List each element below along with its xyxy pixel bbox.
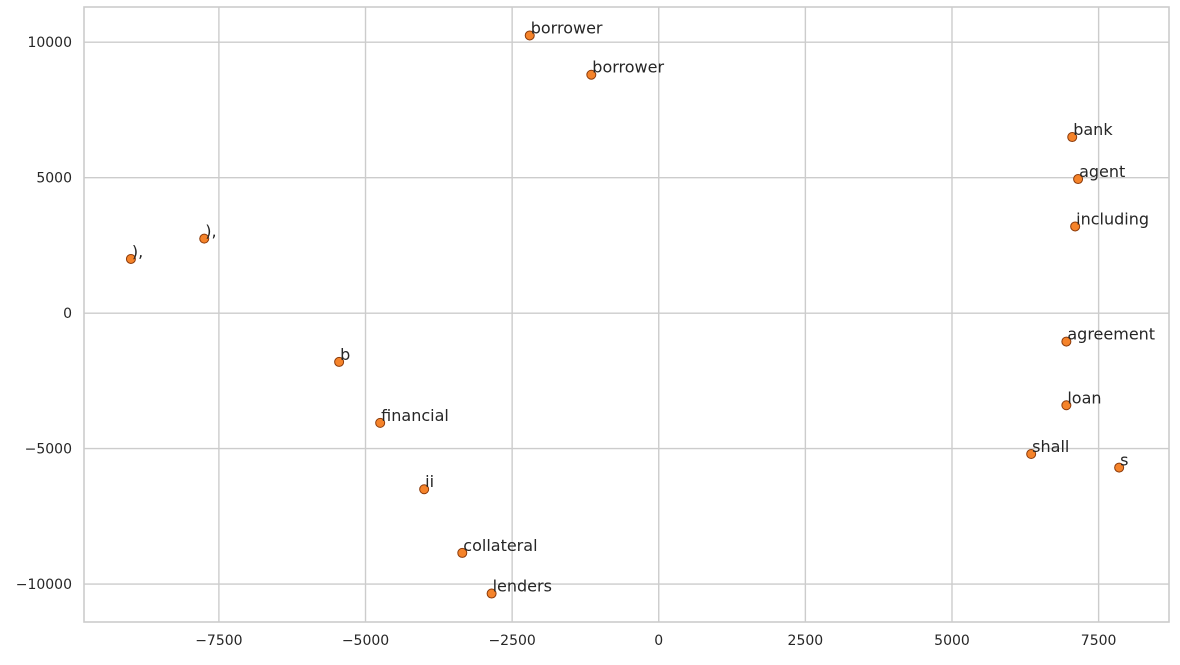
data-point	[1061, 400, 1072, 411]
grid	[84, 7, 1169, 622]
data-point-label: shall	[1032, 437, 1069, 456]
data-point	[1026, 449, 1037, 460]
data-point-label: loan	[1067, 388, 1101, 407]
data-point	[586, 69, 597, 80]
x-tick-label: 5000	[934, 633, 970, 649]
data-point	[419, 484, 430, 495]
x-tick-label: −5000	[342, 633, 389, 649]
data-points: borrower borrower bank agent including),), ag…	[125, 18, 1155, 599]
x-tick-label: 0	[654, 633, 663, 649]
data-point	[334, 356, 345, 367]
axis-ticks: −7500 −5000 −2500 0 2500 5000 7500 −10000 −5000 0…	[16, 35, 1117, 649]
x-tick-label: −2500	[488, 633, 535, 649]
data-point	[1067, 132, 1078, 143]
data-point-label: bank	[1073, 120, 1113, 139]
data-point	[1061, 336, 1072, 347]
data-point-label: ),	[132, 242, 143, 261]
data-point	[1114, 462, 1125, 473]
plot-frame	[83, 6, 1170, 623]
y-tick-label: −5000	[25, 442, 72, 458]
y-tick-label: −10000	[16, 577, 72, 593]
data-point-label: agreement	[1067, 325, 1155, 344]
data-point-label: b	[340, 345, 350, 364]
data-point	[199, 233, 210, 244]
data-point-label: s	[1120, 451, 1128, 470]
x-tick-label: 2500	[788, 633, 824, 649]
data-point	[486, 588, 497, 599]
data-point	[125, 253, 136, 264]
data-point-label: borrower	[592, 58, 664, 77]
data-point-label: ii	[425, 472, 434, 491]
data-point	[524, 30, 535, 41]
x-tick-label: 7500	[1081, 633, 1117, 649]
data-point-label: collateral	[463, 536, 537, 555]
data-point-label: agent	[1079, 162, 1125, 181]
data-point	[375, 417, 386, 428]
data-point-label: lenders	[493, 577, 552, 596]
data-point-label: including	[1076, 209, 1149, 228]
data-point	[457, 547, 468, 558]
x-tick-label: −7500	[195, 633, 242, 649]
data-point-label: financial	[381, 406, 449, 425]
data-point-label: borrower	[531, 18, 603, 37]
y-tick-label: 0	[63, 306, 72, 322]
data-point	[1070, 221, 1081, 232]
data-point-label: ),	[205, 222, 216, 241]
y-tick-label: 10000	[27, 35, 72, 51]
data-point	[1073, 174, 1084, 185]
y-tick-label: 5000	[36, 171, 72, 187]
